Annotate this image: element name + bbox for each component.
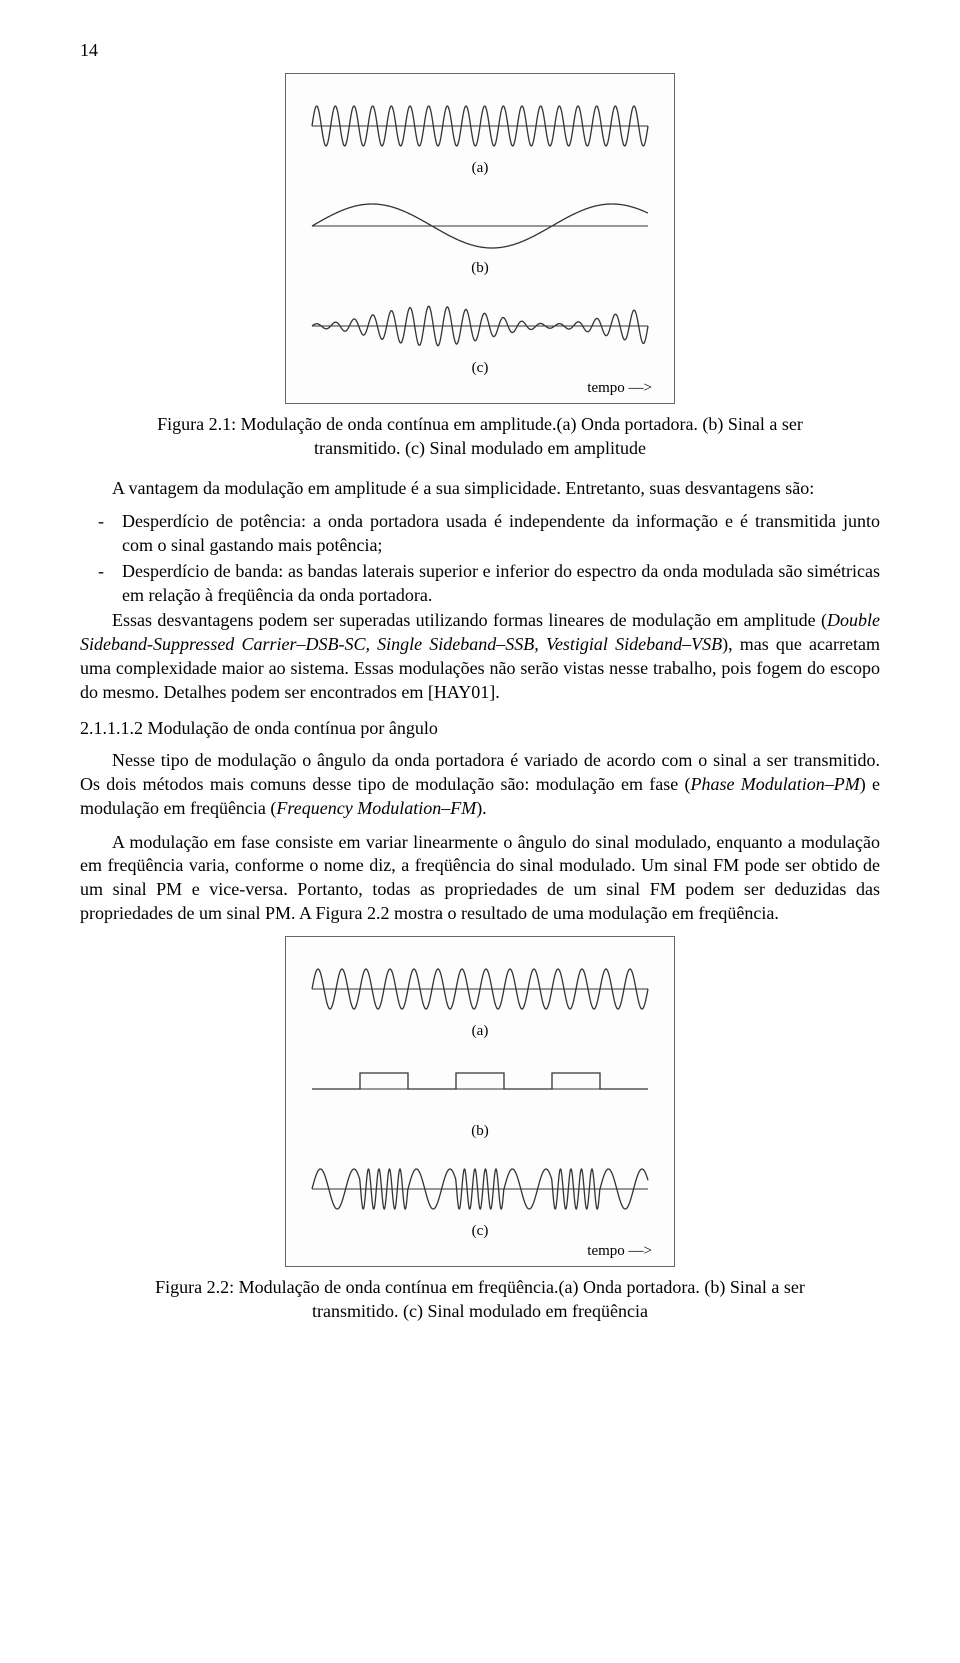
paragraph-tipo: Nesse tipo de modulação o ângulo da onda…	[80, 749, 880, 820]
bullet-text: Desperdício de banda: as bandas laterais…	[122, 560, 880, 608]
paragraph-fase: A modulação em fase consiste em variar l…	[80, 831, 880, 926]
svg-text:(b): (b)	[471, 1123, 489, 1139]
svg-text:(a): (a)	[472, 1023, 489, 1039]
italic-fm: Frequency Modulation–FM	[276, 798, 476, 818]
figure-2: (a) (b) (c) tempo —> Figura 2.2: Modulação…	[80, 936, 880, 1324]
italic-pm: Phase Modulation–PM	[690, 774, 859, 794]
bullet-dash: -	[80, 510, 122, 558]
figure-1-box: (a) (b) (c) tempo —>	[285, 73, 675, 404]
figure-1: (a) (b) (c) tempo —> Figura 2.1: Modulação…	[80, 73, 880, 461]
bullet-dash: -	[80, 560, 122, 608]
bullet-list: -Desperdício de potência: a onda portado…	[80, 510, 880, 607]
figure-2-tempo-label: tempo —>	[300, 1243, 660, 1260]
text-fragment: Essas desvantagens podem ser superadas u…	[112, 610, 827, 630]
figure-1-caption: Figura 2.1: Modulação de onda contínua e…	[140, 412, 820, 461]
svg-text:(c): (c)	[472, 360, 489, 376]
list-item: -Desperdício de banda: as bandas laterai…	[80, 560, 880, 608]
paragraph-desvantagens: Essas desvantagens podem ser superadas u…	[80, 609, 880, 704]
figure-1-tempo-label: tempo —>	[300, 380, 660, 397]
figure-1-svg: (a) (b) (c)	[300, 84, 660, 384]
bullet-text: Desperdício de potência: a onda portador…	[122, 510, 880, 558]
svg-text:(c): (c)	[472, 1223, 489, 1239]
text-fragment: ).	[476, 798, 487, 818]
paragraph-vantagem: A vantagem da modulação em amplitude é a…	[80, 477, 880, 501]
svg-text:(b): (b)	[471, 260, 489, 276]
svg-text:(a): (a)	[472, 160, 489, 176]
section-heading: 2.1.1.1.2 Modulação de onda contínua por…	[80, 718, 880, 739]
list-item: -Desperdício de potência: a onda portado…	[80, 510, 880, 558]
figure-2-caption: Figura 2.2: Modulação de onda contínua e…	[140, 1275, 820, 1324]
figure-2-box: (a) (b) (c) tempo —>	[285, 936, 675, 1267]
figure-2-svg: (a) (b) (c)	[300, 947, 660, 1247]
page-number: 14	[80, 40, 880, 61]
